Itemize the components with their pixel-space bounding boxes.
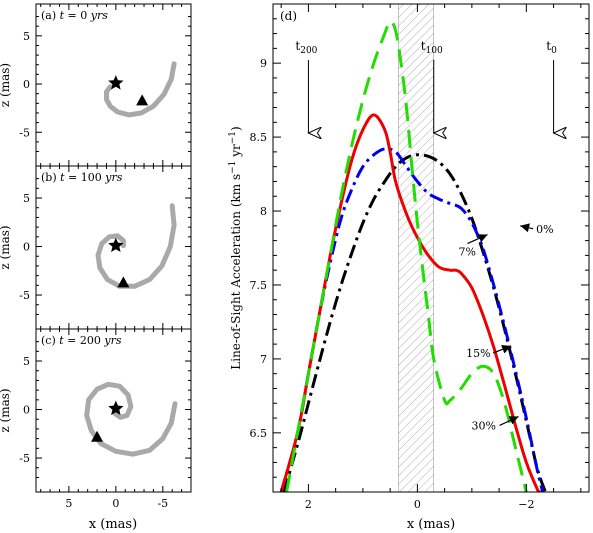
time-marker-200: t200 — [295, 39, 317, 133]
y-tick-label: 0 — [23, 78, 30, 91]
panel-frame — [35, 328, 192, 493]
left-panels: 5 0 -5 z (mas) (a) t = 0 yrs 5 0 -5 z (mas) (b) t… — [0, 3, 192, 510]
time-label: t0 — [546, 39, 557, 56]
right-panel: 6.5 7 7.5 8 8.5 9 2 0 −2 x (mas) Line-of-Sight Acc… — [228, 3, 590, 532]
y-tick-label: 0 — [23, 241, 30, 254]
annotation-label: 0% — [536, 223, 553, 236]
annotation-arrow — [467, 234, 488, 245]
x-tick-label: −2 — [518, 498, 534, 511]
spiral-arm — [84, 381, 178, 457]
star-marker — [108, 237, 124, 252]
y-tick-label: -5 — [19, 289, 30, 302]
annotation-30pct: 30% — [472, 415, 519, 432]
annotation-15pct: 15% — [466, 345, 512, 360]
time-subscript: 200 — [300, 46, 317, 56]
panel-b: 5 0 -5 z (mas) (b) t = 100 yrs — [0, 165, 192, 330]
y-tick-label: -5 — [19, 452, 30, 465]
time-marker-0: t0 — [546, 39, 557, 133]
panel-title: (a) t = 0 yrs — [41, 9, 108, 22]
y-tick-label: 7.5 — [250, 279, 268, 292]
time-unit: yrs — [104, 171, 122, 184]
time-symbol: t — [295, 39, 300, 53]
y-axis-label: z (mas) — [0, 225, 12, 269]
y-label-main: Line-of-Sight Acceleration (km s — [229, 174, 243, 370]
annotation-arrow — [492, 345, 512, 354]
y-label-sup: −1 — [228, 131, 238, 144]
panel-label: (b) — [41, 171, 60, 184]
time-marker-100: t100 — [421, 39, 443, 133]
series-line-30pct — [285, 20, 528, 492]
y-axis-label: z (mas) — [0, 63, 12, 107]
time-symbol: t — [421, 39, 426, 53]
annotation-arrow — [499, 415, 519, 426]
y-tick-label: 5 — [23, 30, 30, 43]
panel-frame — [272, 3, 590, 493]
y-tick-label: 7 — [260, 353, 267, 366]
panel-label: (a) — [41, 9, 60, 22]
time-symbol: t — [546, 39, 551, 53]
x-tick-label: 2 — [305, 498, 312, 511]
y-tick-label: 6.5 — [250, 427, 268, 440]
y-tick-label: 8.5 — [250, 131, 268, 144]
series-line-7pct — [279, 147, 545, 492]
x-axis-label: x (mas) — [407, 517, 455, 532]
y-label-end: ) — [229, 126, 243, 131]
left-x-axis-label: x (mas) — [89, 517, 137, 532]
y-tick-label: 5 — [23, 355, 30, 368]
time-unit: yrs — [103, 334, 121, 347]
annotation-label: 15% — [466, 347, 490, 360]
triangle-marker — [91, 430, 104, 442]
time-symbol: t — [60, 9, 65, 22]
spiral-arm — [95, 203, 177, 289]
triangle-marker — [117, 276, 130, 288]
time-subscript: 100 — [426, 46, 443, 56]
triangle-marker — [136, 94, 149, 106]
curves — [279, 20, 547, 492]
y-axis-label: Line-of-Sight Acceleration (km s−1 yr−1) — [228, 126, 243, 369]
x-tick-label: 0 — [414, 498, 421, 511]
y-label-mid: yr — [229, 144, 243, 161]
panel-title: (b) t = 100 yrs — [41, 171, 123, 184]
time-value: = 0 — [64, 9, 91, 22]
annotation-label: 7% — [458, 246, 475, 259]
panel-label: (d) — [280, 9, 297, 23]
y-tick-label: 0 — [23, 404, 30, 417]
spiral-arm — [104, 61, 177, 118]
time-unit: yrs — [90, 9, 108, 22]
time-value: = 100 — [65, 171, 106, 184]
annotation-label: 30% — [472, 419, 496, 432]
x-tick-label: -5 — [157, 497, 168, 510]
time-label: t100 — [421, 39, 443, 56]
y-axis-label: z (mas) — [0, 388, 12, 432]
annotation-0pct: 0% — [520, 223, 554, 236]
y-label-sup: −1 — [228, 161, 238, 174]
x-tick-label: 5 — [65, 497, 72, 510]
time-label: t200 — [295, 39, 317, 56]
time-symbol: t — [60, 171, 65, 184]
x-tick-label: 0 — [112, 497, 119, 510]
annotation-7pct: 7% — [458, 234, 488, 259]
y-tick-label: 9 — [260, 57, 267, 70]
y-tick-label: 8 — [260, 205, 267, 218]
star-marker — [108, 400, 124, 415]
star-marker — [108, 75, 124, 90]
panel-label: (c) — [41, 334, 59, 347]
panel-title: (c) t = 200 yrs — [41, 334, 122, 347]
y-tick-label: 5 — [23, 192, 30, 205]
panel-a: 5 0 -5 z (mas) (a) t = 0 yrs — [0, 3, 192, 167]
y-tick-label: -5 — [19, 126, 30, 139]
panel-c: 5 0 -5 5 0 -5 z (mas) (c) t = 200 yrs — [0, 328, 192, 510]
annotation-arrow — [520, 223, 534, 233]
time-value: = 200 — [64, 334, 105, 347]
time-symbol: t — [59, 334, 64, 347]
time-subscript: 0 — [551, 46, 557, 56]
